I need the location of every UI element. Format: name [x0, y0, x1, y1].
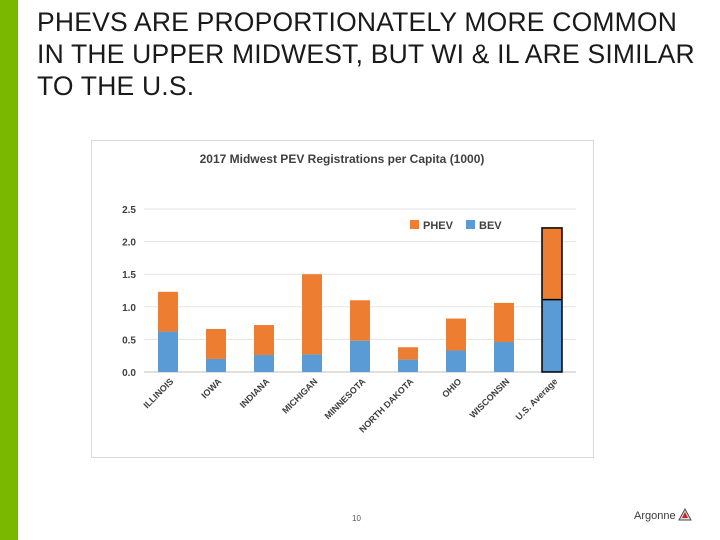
bar-bev [206, 358, 226, 372]
argonne-triangle-icon [678, 508, 692, 521]
bar-phev [494, 302, 514, 343]
legend-label: PHEV [423, 220, 454, 232]
y-tick-label: 2.0 [122, 238, 136, 249]
bar-phev [302, 274, 322, 355]
legend-label: BEV [479, 220, 502, 232]
bar-bev [446, 350, 466, 372]
chart-svg: 2017 Midwest PEV Registrations per Capit… [122, 152, 576, 435]
accent-sidebar-bar [0, 0, 18, 540]
x-tick-label: WISCONSIN [468, 376, 512, 420]
legend-swatch [466, 220, 475, 229]
y-tick-label: 0.0 [122, 368, 136, 379]
chart-title: 2017 Midwest PEV Registrations per Capit… [200, 152, 485, 166]
bar-phev [206, 328, 226, 359]
x-tick-label: MINNESOTA [323, 376, 368, 421]
x-tick-label: ILLINOIS [141, 376, 175, 410]
bar-phev [158, 291, 178, 332]
x-tick-label: MICHIGAN [280, 376, 319, 415]
y-tick-label: 2.5 [122, 205, 136, 216]
bar-bev [350, 340, 370, 372]
page-number: 10 [352, 514, 361, 523]
y-tick-label: 0.5 [122, 335, 136, 346]
bar-phev [542, 227, 562, 300]
x-tick-label: IOWA [199, 376, 223, 400]
legend-swatch [410, 220, 419, 229]
argonne-logo: Argonne [634, 508, 694, 530]
bar-bev [302, 354, 322, 372]
logo-text: Argonne [634, 510, 676, 522]
bar-bev [542, 299, 562, 372]
x-tick-label: INDIANA [238, 376, 272, 410]
bar-bev [398, 359, 418, 372]
x-tick-label: U.S. Average [514, 376, 560, 422]
slide-title: PHEVS ARE PROPORTIONATELY MORE COMMON IN… [37, 7, 695, 101]
y-tick-label: 1.5 [122, 270, 136, 281]
bar-phev [446, 318, 466, 351]
bar-bev [254, 355, 274, 372]
bar-phev [254, 325, 274, 356]
bar-bev [494, 342, 514, 372]
chart-frame: 2017 Midwest PEV Registrations per Capit… [91, 140, 594, 458]
bar-bev [158, 331, 178, 372]
bar-phev [398, 347, 418, 360]
y-tick-label: 1.0 [122, 303, 136, 314]
x-tick-label: OHIO [440, 376, 463, 399]
bar-phev [350, 300, 370, 341]
